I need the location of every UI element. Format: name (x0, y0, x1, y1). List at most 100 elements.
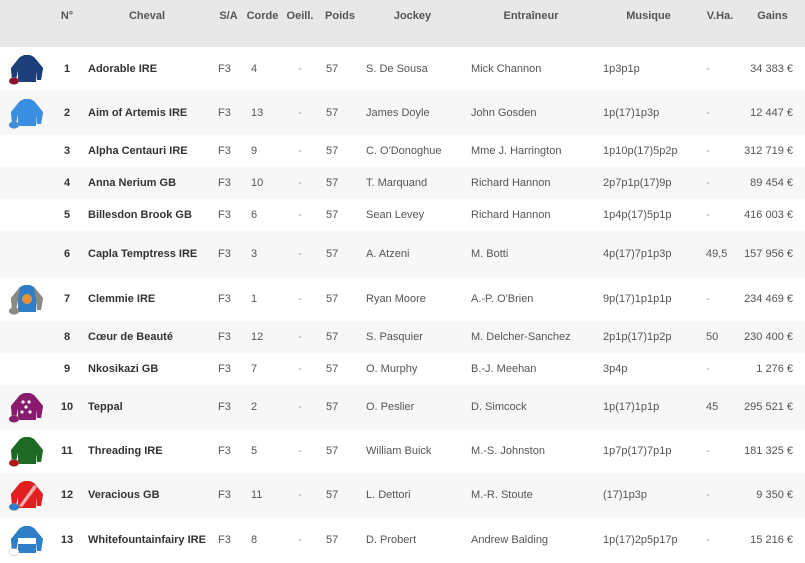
jockey-link[interactable]: S. De Sousa (366, 63, 428, 75)
horse-name-link[interactable]: Nkosikazi GB (88, 363, 159, 375)
horse-name-link[interactable]: Aim of Artemis IRE (88, 107, 188, 119)
horse-name-link[interactable]: Billesdon Brook GB (88, 209, 192, 221)
table-row[interactable]: 10 Teppal F3 2 - 57 O. Peslier D. Simcock 1p(17)… (0, 385, 805, 429)
header-cheval[interactable]: Cheval (128, 10, 166, 22)
trainer-link[interactable]: Richard Hannon (471, 177, 551, 189)
draw: 3 (251, 248, 258, 260)
jockey-link[interactable]: T. Marquand (366, 177, 428, 189)
runner-number: 9 (63, 363, 71, 375)
table-row[interactable]: 5 Billesdon Brook GB F3 6 - 57 Sean Levey Richa… (0, 199, 805, 231)
form: 1p(17)1p3p (603, 107, 660, 119)
header-musique[interactable]: Musique (626, 10, 671, 22)
weight: 57 (326, 177, 339, 189)
header-corde[interactable]: Corde (246, 10, 279, 22)
runner-number: 13 (60, 534, 74, 546)
blinkers: - (298, 177, 302, 189)
runner-number: 5 (63, 209, 71, 221)
sex-age: F3 (218, 445, 231, 457)
form: 1p(17)2p5p17p (603, 534, 678, 546)
jockey-link[interactable]: Ryan Moore (366, 293, 426, 305)
jockey-link[interactable]: A. Atzeni (366, 248, 410, 260)
earnings: 34 383 € (750, 63, 793, 75)
sex-age: F3 (218, 209, 231, 221)
runner-number: 8 (63, 331, 71, 343)
horse-name-link[interactable]: Whitefountainfairy IRE (88, 534, 206, 546)
header-num[interactable]: N° (60, 10, 74, 22)
jockey-link[interactable]: O. Murphy (366, 363, 418, 375)
table-row[interactable]: 9 Nkosikazi GB F3 7 - 57 O. Murphy B.-J. Meehan… (0, 353, 805, 385)
table-row[interactable]: 8 Cœur de Beauté F3 12 - 57 S. Pasquier M. Delc… (0, 321, 805, 353)
weight: 57 (326, 489, 339, 501)
horse-name-link[interactable]: Teppal (88, 401, 123, 413)
weight: 57 (326, 293, 339, 305)
silk-cell (0, 91, 52, 135)
horse-name-link[interactable]: Threading IRE (88, 445, 163, 457)
horse-name-link[interactable]: Anna Nerium GB (88, 177, 177, 189)
trainer-link[interactable]: John Gosden (471, 107, 537, 119)
draw: 1 (251, 293, 258, 305)
jockey-link[interactable]: William Buick (366, 445, 432, 457)
table-row[interactable]: 12 Veracious GB F3 11 - 57 L. Dettori M.-R. Sto… (0, 473, 805, 517)
header-oeill[interactable]: Oeill. (286, 10, 314, 22)
trainer-link[interactable]: Mme J. Harrington (471, 145, 562, 157)
header-sa[interactable]: S/A (219, 10, 238, 22)
table-row[interactable]: 3 Alpha Centauri IRE F3 9 - 57 C. O'Donoghue Mm… (0, 135, 805, 167)
silk-cell (0, 231, 52, 277)
handicap-value: - (706, 445, 710, 457)
weight: 57 (326, 363, 339, 375)
blinkers: - (298, 107, 302, 119)
earnings: 12 447 € (750, 107, 793, 119)
jockey-link[interactable]: D. Probert (366, 534, 417, 546)
horse-name-link[interactable]: Capla Temptress IRE (88, 248, 198, 260)
form: 1p7p(17)7p1p (603, 445, 672, 457)
table-row[interactable]: 2 Aim of Artemis IRE F3 13 - 57 James Doyle Joh… (0, 91, 805, 135)
handicap-value: - (706, 489, 710, 501)
jockey-link[interactable]: James Doyle (366, 107, 430, 119)
trainer-link[interactable]: Andrew Balding (471, 534, 549, 546)
earnings: 157 956 € (744, 248, 793, 260)
weight: 57 (326, 107, 339, 119)
jockey-link[interactable]: L. Dettori (366, 489, 411, 501)
trainer-link[interactable]: M.-R. Stoute (471, 489, 533, 501)
trainer-link[interactable]: M. Botti (471, 248, 509, 260)
trainer-link[interactable]: Richard Hannon (471, 209, 551, 221)
jockey-link[interactable]: O. Peslier (366, 401, 415, 413)
horse-name-link[interactable]: Veracious GB (88, 489, 160, 501)
horse-name-link[interactable]: Alpha Centauri IRE (88, 145, 188, 157)
jockey-link[interactable]: Sean Levey (366, 209, 425, 221)
table-row[interactable]: 4 Anna Nerium GB F3 10 - 57 T. Marquand Richard… (0, 167, 805, 199)
jockey-link[interactable]: S. Pasquier (366, 331, 423, 343)
trainer-link[interactable]: B.-J. Meehan (471, 363, 537, 375)
sex-age: F3 (218, 248, 231, 260)
horse-name-link[interactable]: Clemmie IRE (88, 293, 156, 305)
handicap-value: 45 (706, 401, 719, 413)
table-row[interactable]: 11 Threading IRE F3 5 - 57 William Buick M.-S. … (0, 429, 805, 473)
sex-age: F3 (218, 177, 231, 189)
jockey-link[interactable]: C. O'Donoghue (366, 145, 442, 157)
trainer-link[interactable]: D. Simcock (471, 401, 527, 413)
runner-number: 3 (63, 145, 71, 157)
weight: 57 (326, 331, 339, 343)
silk-cell (0, 167, 52, 199)
sex-age: F3 (218, 534, 231, 546)
header-poids[interactable]: Poids (325, 10, 355, 22)
table-row[interactable]: 1 Adorable IRE F3 4 - 57 S. De Sousa Mick Chann… (0, 47, 805, 91)
header-entraineur[interactable]: Entraîneur (503, 10, 559, 22)
table-row[interactable]: 7 Clemmie IRE F3 1 - 57 Ryan Moore A.-P. O'Brie… (0, 277, 805, 321)
horse-name-link[interactable]: Cœur de Beauté (88, 331, 173, 343)
silk-cell (0, 199, 52, 231)
header-vha[interactable]: V.Ha. (706, 10, 734, 22)
trainer-link[interactable]: M.-S. Johnston (471, 445, 545, 457)
header-gains[interactable]: Gains (757, 10, 788, 22)
handicap-value: 49,5 (706, 248, 728, 260)
table-row[interactable]: 13 Whitefountainfairy IRE F3 8 - 57 D. Probert… (0, 517, 805, 563)
horse-name-link[interactable]: Adorable IRE (88, 63, 158, 75)
draw: 7 (251, 363, 258, 375)
trainer-link[interactable]: Mick Channon (471, 63, 542, 75)
trainer-link[interactable]: A.-P. O'Brien (471, 293, 534, 305)
trainer-link[interactable]: M. Delcher-Sanchez (471, 331, 571, 343)
draw: 9 (251, 145, 258, 157)
table-row[interactable]: 6 Capla Temptress IRE F3 3 - 57 A. Atzeni M. Bo… (0, 231, 805, 277)
header-jockey[interactable]: Jockey (393, 10, 432, 22)
form: 1p(17)1p1p (603, 401, 660, 413)
